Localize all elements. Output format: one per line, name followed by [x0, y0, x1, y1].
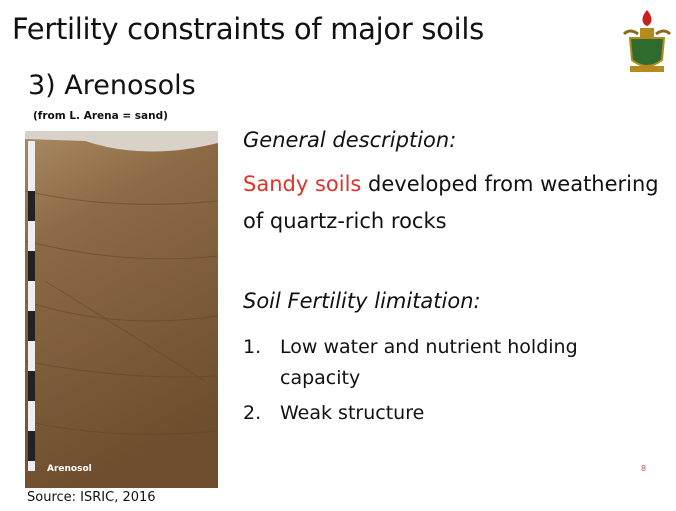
- description-text: developed from weathering of quartz-rich…: [243, 172, 659, 233]
- list-item: 1. Low water and nutrient holding capacit…: [243, 332, 643, 394]
- logo: [622, 10, 672, 72]
- highlight: Sandy soils: [243, 172, 362, 196]
- item-number: 2.: [243, 402, 262, 424]
- etymology: (from L. Arena = sand): [33, 110, 168, 122]
- item-text: Low water and nutrient holding capacity: [280, 336, 578, 389]
- subtitle: 3) Arenosols: [28, 70, 196, 101]
- limitations-heading: Soil Fertility limitation:: [243, 289, 481, 313]
- item-text: Weak structure: [280, 402, 425, 424]
- soil-photo: Arenosol: [25, 131, 218, 488]
- item-number: 1.: [243, 336, 262, 358]
- photo-label: Arenosol: [47, 464, 92, 474]
- description-heading: General description:: [243, 128, 457, 152]
- source: Source: ISRIC, 2016: [27, 490, 156, 505]
- page-number: 8: [641, 464, 647, 473]
- slide-title: Fertility constraints of major soils: [12, 12, 484, 46]
- list-item: 2. Weak structure: [243, 398, 643, 429]
- description: Sandy soils developed from weathering of…: [243, 166, 663, 240]
